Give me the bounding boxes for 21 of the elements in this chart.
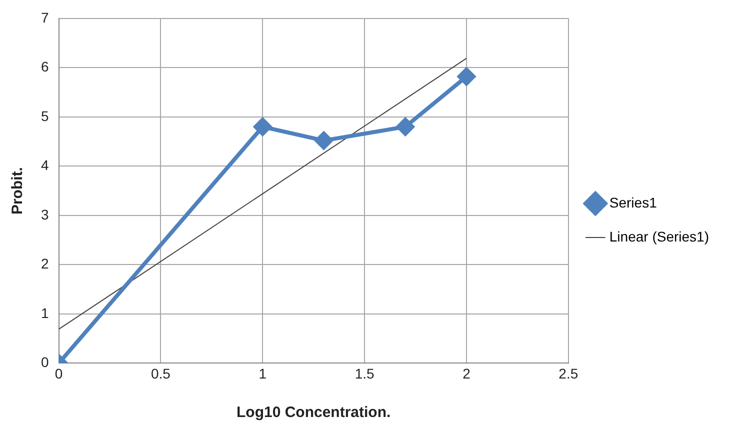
y-tick-label: 3 [40,206,49,222]
legend-label: Linear (Series1) [609,228,710,244]
x-tick-label: 1.5 [354,365,374,382]
x-tick-label: 2.5 [558,365,578,382]
x-tick-label: 2 [462,365,471,382]
y-tick-label: 6 [40,58,49,75]
x-tick-label: 0 [54,365,63,382]
y-tick-label: 2 [40,256,49,272]
legend-label: Series1 [609,194,658,210]
x-tick-label: 1 [258,365,267,382]
y-tick-label: 4 [40,157,49,174]
x-tick-label: 0.5 [150,365,171,382]
point [314,132,333,150]
y-tick-label: 1 [40,304,49,321]
point [396,118,414,136]
y-tick-label: 5 [40,108,49,124]
point [457,68,476,86]
y-tick-label: 0 [40,354,49,370]
y-tick-label: 7 [40,9,49,26]
y-axis-title: Probit. [9,167,26,215]
x-axis-title: Log10 Concentration. [236,404,391,422]
